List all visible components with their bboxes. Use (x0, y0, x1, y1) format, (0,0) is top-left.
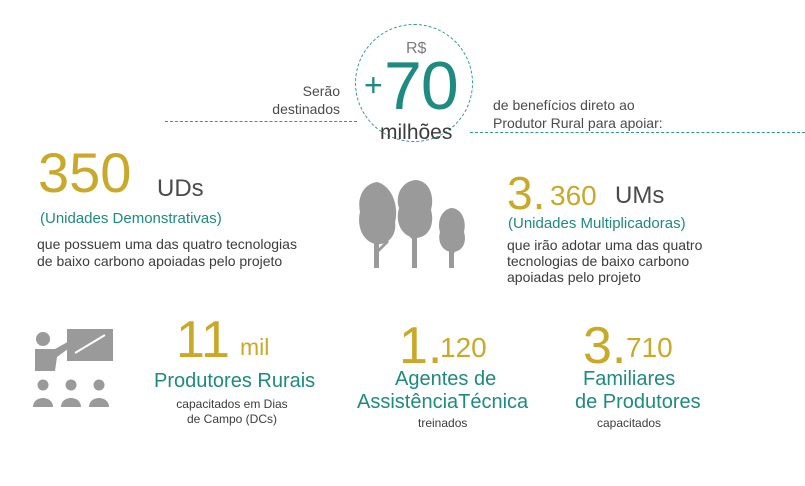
ums-subtitle: (Unidades Multiplicadoras) (508, 215, 686, 232)
ums-desc-line-3: apoiadas pelo projeto (507, 269, 641, 285)
produtores-title: Produtores Rurais (154, 370, 316, 392)
header-right-text: de benefícios direto ao Produtor Rural p… (493, 96, 663, 132)
header-left-line-1: Serão (302, 83, 340, 99)
ums-label: UMs (615, 182, 665, 209)
training-presentation-icon (33, 329, 113, 407)
agentes-title-line-1: Agentes de (395, 368, 497, 390)
ums-number-thousands: 3. (507, 167, 546, 219)
uds-subtitle: (Unidades Demonstrativas) (40, 210, 222, 227)
produtores-desc-line-2: de Campo (DCs) (186, 412, 278, 426)
uds-desc-line-1: que possuem uma das quatro tecnologias (37, 236, 297, 252)
amount-unit: milhões (380, 121, 453, 144)
produtores-desc-line-1: capacitados em Dias (176, 397, 288, 411)
currency-symbol: R$ (406, 40, 427, 57)
uds-label: UDs (157, 175, 204, 202)
familiares-title-line-1: Familiares (583, 368, 676, 390)
produtores-description: capacitados em Dias de Campo (DCs) (172, 397, 292, 427)
uds-desc-line-2: de baixo carbono apoiadas pelo projeto (37, 253, 283, 269)
header-left-line-2: destinados (272, 101, 340, 117)
header-right-line-2: Produtor Rural para apoiar: (493, 115, 663, 131)
uds-description: que possuem uma das quatro tecnologias d… (37, 236, 297, 270)
dashed-line-right (470, 132, 805, 133)
familiares-number-rest: 710 (626, 332, 673, 363)
trees-icon (359, 180, 465, 268)
agentes-description: treinados (418, 416, 468, 430)
header-right-line-1: de benefícios direto ao (493, 97, 635, 113)
agentes-title-line-2: AssistênciaTécnica (357, 391, 529, 413)
produtores-unit: mil (240, 334, 270, 360)
agentes-number-thousands: 1. (399, 317, 443, 375)
ums-number-rest: 360 (550, 180, 597, 211)
dashed-line-left (165, 121, 357, 122)
produtores-number: 11 (176, 311, 230, 369)
amount-circle (355, 24, 473, 142)
header-left-text: Serão destinados (262, 82, 340, 118)
ums-desc-line-1: que irão adotar uma das quatro (507, 237, 703, 253)
familiares-title-line-2: de Produtores (575, 391, 701, 413)
ums-desc-line-2: tecnologias de baixo carbono (507, 253, 690, 269)
familiares-number-thousands: 3. (583, 317, 627, 375)
agentes-number-rest: 120 (440, 332, 487, 363)
uds-number: 350 (38, 141, 132, 204)
ums-description: que irão adotar uma das quatro tecnologi… (507, 237, 702, 285)
familiares-description: capacitados (597, 416, 662, 430)
plus-sign: + (364, 67, 383, 103)
amount-value: 70 (384, 48, 459, 124)
